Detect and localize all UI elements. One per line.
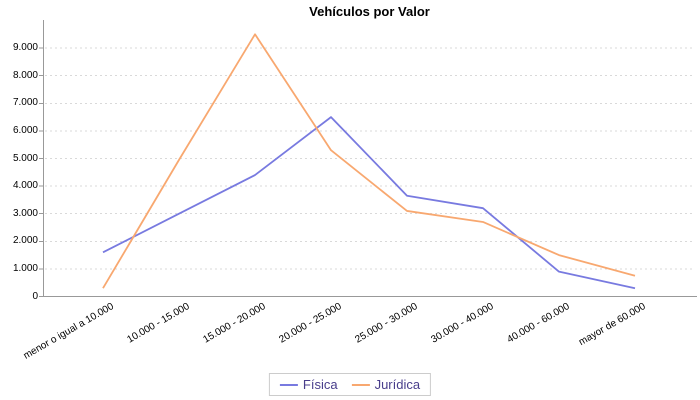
- y-axis-tick-label: 7.000: [12, 97, 38, 109]
- y-axis-tick-label: 0: [32, 290, 38, 302]
- y-axis-tick-label: 2.000: [12, 235, 38, 247]
- y-axis-tick-label: 3.000: [12, 207, 38, 219]
- chart-title: Vehículos por Valor: [309, 4, 430, 19]
- legend: Física Jurídica: [268, 373, 432, 396]
- series-line-juridica: [102, 33, 636, 289]
- series-line-fisica: [102, 116, 636, 290]
- y-axis-tick-label: 6.000: [12, 124, 38, 136]
- legend-line-swatch: [279, 383, 298, 386]
- legend-line-swatch: [351, 383, 370, 386]
- legend-label: Física: [302, 377, 338, 392]
- y-axis-tick-label: 5.000: [12, 152, 38, 164]
- legend-label: Jurídica: [374, 377, 421, 392]
- y-axis-tick-label: 8.000: [12, 69, 38, 81]
- legend-item-juridica: Jurídica: [351, 377, 421, 392]
- y-axis-tick-label: 9.000: [12, 42, 38, 54]
- y-axis-tick-label: 1.000: [12, 262, 38, 274]
- y-axis-tick-label: 4.000: [12, 180, 38, 192]
- legend-item-fisica: Física: [279, 377, 338, 392]
